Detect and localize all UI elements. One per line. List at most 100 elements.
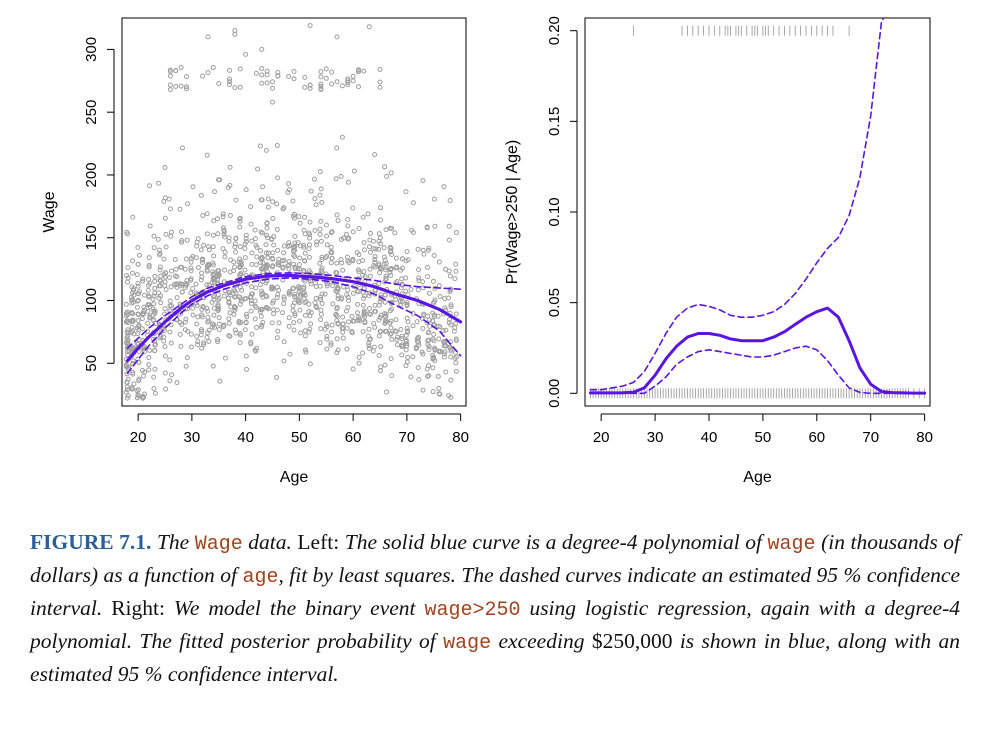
data-point [178,64,184,70]
data-point [210,260,216,266]
data-point [366,24,372,30]
data-point [286,323,292,329]
x-tick-label: 80 [452,429,469,446]
data-point [140,278,146,284]
data-point [263,250,269,256]
left-panel-wage-vs-age: 20 30 40 50 60 70 80 Age 50 100 150 200 250 300 Wage [41,17,469,486]
data-point [448,304,454,310]
data-point [448,348,454,354]
data-point [368,249,374,255]
data-point [361,240,367,246]
data-point [383,328,389,334]
data-point [424,366,430,372]
data-point [302,74,308,80]
data-point [274,226,280,232]
data-point [313,303,319,309]
data-point [274,295,280,301]
data-point [373,246,379,252]
data-point [157,277,163,283]
data-point [162,274,168,280]
data-point [146,264,152,270]
data-point [323,222,329,228]
data-point [356,69,361,75]
data-point [302,328,308,334]
data-point [215,297,221,303]
data-point [222,254,228,260]
data-point [151,233,157,239]
data-point [259,46,265,52]
data-point [297,243,303,249]
data-point [349,330,355,336]
data-point [367,273,373,279]
data-point [338,296,344,302]
data-point [237,215,243,221]
data-point [130,258,136,264]
data-point [190,312,196,318]
data-point [308,310,314,316]
data-point [135,312,141,318]
data-point [301,227,307,233]
data-point [167,298,173,304]
data-point [161,256,167,262]
data-point [410,229,416,235]
data-point [436,259,442,265]
data-point [232,31,238,37]
data-point [152,348,158,354]
data-point [123,301,129,307]
data-point [233,197,239,203]
data-point [430,365,436,371]
data-point [248,308,254,314]
data-point [403,332,409,338]
data-point [367,244,373,250]
data-point [136,393,142,399]
data-point [129,324,135,330]
data-point [281,339,287,345]
data-point [377,315,383,321]
data-point [393,255,399,261]
x-tick-label: 30 [647,429,664,446]
data-point [426,344,432,350]
data-point [167,329,173,335]
data-point [339,83,345,89]
data-point [130,328,136,334]
data-point [163,287,169,293]
data-point [416,278,422,284]
data-point [248,301,254,307]
data-point [236,318,242,324]
data-point [441,351,447,357]
data-point [233,249,239,255]
data-point [130,358,136,364]
data-point [177,206,183,212]
data-point [179,289,185,295]
data-point [141,292,147,298]
data-point [432,358,438,364]
data-point [161,334,167,340]
data-point [258,197,264,203]
data-point [222,355,228,361]
data-point [172,257,178,263]
data-point [215,339,221,345]
data-point [237,332,243,338]
data-point [427,317,433,323]
data-point [125,275,131,281]
data-point [140,276,146,282]
y-tick-label: 0.00 [546,379,563,408]
data-point [140,373,146,379]
data-point [174,274,180,280]
caption-segment: The solid blue curve is a degree-4 polyn… [339,530,768,554]
x-axis-label: Age [280,469,309,486]
data-point [378,294,384,300]
data-point [360,329,366,335]
rug-top [633,25,850,36]
data-point [360,350,366,356]
data-point [399,352,405,358]
data-point [188,290,194,296]
data-point [198,327,204,333]
data-point [174,380,180,386]
data-point [141,304,147,310]
data-point [237,244,243,250]
data-point [403,288,409,294]
data-point [367,230,373,236]
data-point [344,346,350,352]
data-point [199,274,205,280]
